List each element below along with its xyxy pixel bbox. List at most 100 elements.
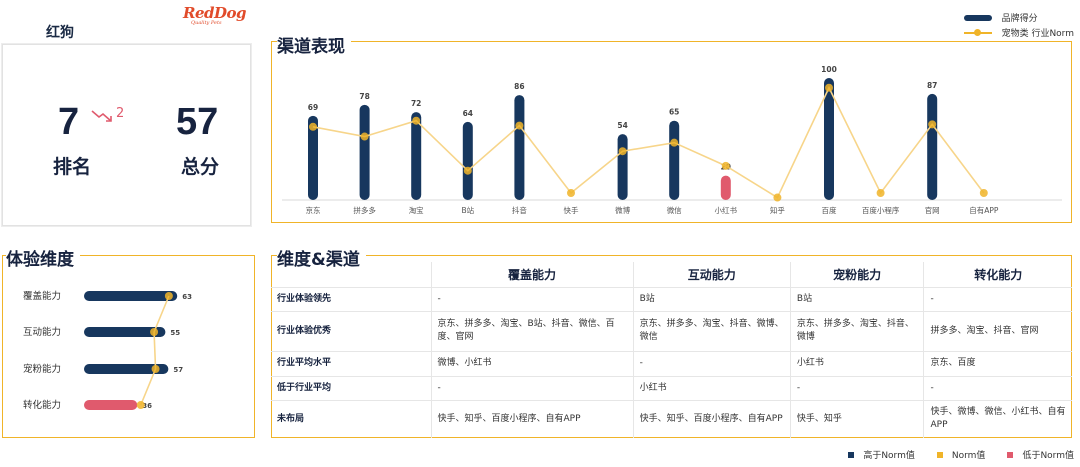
table-cell: -: [789, 376, 924, 401]
norm-point: [773, 193, 782, 202]
below-norm-swatch: [1007, 451, 1014, 458]
x-tick-label: 微信: [667, 205, 682, 215]
table-cell: 京东、拼多多、淘宝、抖音、微博、微信: [632, 311, 791, 352]
table-cell: 微博、小红书: [430, 351, 634, 377]
rank-label: 排名: [53, 156, 92, 178]
norm-point: [670, 138, 679, 147]
table-cell: 小红书: [789, 351, 924, 377]
table-cell: 京东、百度: [923, 351, 1072, 377]
norm-point: [151, 365, 160, 373]
brand-logo: RedDog Quality Pets: [183, 4, 247, 34]
x-tick-label: B站: [461, 205, 474, 215]
dimension-bar: [84, 400, 138, 410]
trend-down-icon: [91, 110, 112, 122]
value-label: 87: [927, 81, 937, 90]
logo-subtext: Quality Pets: [191, 20, 222, 26]
channel-bar: [824, 78, 834, 200]
dimension-channel-table: 覆盖能力 互动能力 宠粉能力 转化能力 行业体验领先 - B站 B站 - 行业体…: [271, 262, 1072, 438]
norm-point: [136, 401, 145, 409]
x-tick-label: 抖音: [512, 205, 527, 215]
norm-point: [721, 161, 730, 170]
norm-point: [150, 328, 159, 336]
norm-point: [979, 189, 988, 197]
table-cell: B站: [632, 287, 791, 312]
table-cell: -: [632, 351, 791, 377]
table-row: 行业体验领先 - B站 B站 -: [271, 287, 1072, 312]
table-cell: 小红书: [632, 376, 791, 401]
norm-swatch: [936, 451, 943, 458]
value-label: 78: [359, 92, 369, 101]
channel-bar: [308, 115, 318, 200]
table-cell: B站: [789, 287, 924, 312]
dimension-bar: [84, 364, 169, 374]
norm-point: [515, 121, 524, 130]
rank-change: 2: [91, 106, 131, 126]
table-row: 低于行业平均 - 小红书 - -: [271, 376, 1072, 401]
table-cell: -: [923, 287, 1072, 312]
norm-point: [567, 189, 575, 197]
norm-point: [825, 83, 833, 92]
legend-line-swatch: [963, 28, 992, 36]
table-cell: 拼多多、淘宝、抖音、官网: [923, 311, 1072, 352]
row-header: 低于行业平均: [271, 376, 431, 401]
table-cell: 快手、知乎、百度小程序、自有APP: [430, 400, 634, 438]
value-label: 57: [173, 366, 183, 374]
channel-bar: [669, 120, 680, 200]
table-cell: 快手、知乎: [789, 400, 924, 438]
norm-point: [164, 292, 173, 300]
channel-title: 渠道表现: [277, 32, 351, 57]
x-tick-label: 微博: [615, 205, 630, 215]
table-row: 行业平均水平 微博、小红书 - 小红书 京东、百度: [271, 351, 1072, 377]
channel-bar: [359, 104, 370, 200]
total-score-value: 57: [176, 101, 219, 143]
table-row: 行业体验优秀 京东、拼多多、淘宝、B站、抖音、微信、百度、官网 京东、拼多多、淘…: [271, 311, 1072, 352]
legend-bar-swatch: [963, 14, 992, 21]
total-score-label: 总分: [181, 156, 220, 178]
column-header: 转化能力: [923, 262, 1072, 288]
row-header: 未布局: [277, 413, 305, 424]
dimension-label: 互动能力: [23, 326, 61, 338]
x-tick-label: 淘宝: [409, 205, 424, 215]
dimension-bar: [84, 291, 178, 301]
norm-point: [309, 122, 317, 131]
legend-line-label: 宠物类 行业Norm: [1001, 29, 1074, 39]
above-norm-swatch: [848, 451, 855, 458]
table-header-row: 覆盖能力 互动能力 宠粉能力 转化能力: [271, 262, 1072, 288]
value-label: 69: [308, 103, 318, 112]
value-label: 72: [411, 99, 421, 108]
rank-card: 7 2 排名 57 总分: [2, 44, 251, 226]
row-header: 行业体验领先: [271, 287, 431, 312]
norm-label: Norm值: [951, 451, 986, 461]
brand-name: 红狗: [46, 25, 74, 41]
x-tick-label: 京东: [306, 205, 321, 215]
row-header: 行业体验优秀: [271, 311, 431, 352]
dimension-chart: 覆盖能力 63 互动能力 55 宠粉能力 57 转化能力 36: [23, 290, 192, 411]
table-cell: 快手、微博、微信、小红书、自有APP: [923, 400, 1072, 438]
table-cell: 快手、知乎、百度小程序、自有APP: [632, 400, 791, 438]
row-header: 行业平均水平: [271, 351, 431, 377]
channel-frame: [271, 41, 1072, 223]
channel-bar: [617, 134, 628, 200]
norm-point: [360, 132, 369, 141]
table-cell: -: [923, 376, 1072, 401]
norm-point: [412, 116, 421, 125]
column-header: 覆盖能力: [430, 262, 634, 288]
x-tick-label: 知乎: [770, 205, 785, 215]
table-cell: -: [430, 376, 634, 401]
value-label: 54: [617, 121, 627, 130]
column-header: 互动能力: [632, 262, 791, 288]
value-label: 63: [182, 293, 192, 301]
value-label: 64: [463, 109, 473, 118]
value-label: 100: [821, 65, 837, 74]
legend-bar-label: 品牌得分: [1001, 14, 1038, 24]
rank-change-value: 2: [116, 106, 125, 121]
below-norm-label: 低于Norm值: [1022, 451, 1074, 461]
status-legend: 高于Norm值 Norm值 低于Norm值: [826, 448, 1074, 461]
norm-line: [140, 295, 170, 406]
norm-point: [928, 120, 937, 129]
table-cell: -: [430, 287, 634, 312]
norm-line: [312, 85, 985, 199]
dimension-title: 体验维度: [6, 245, 80, 270]
channel-bar: [927, 93, 938, 200]
value-label: 86: [514, 82, 524, 91]
